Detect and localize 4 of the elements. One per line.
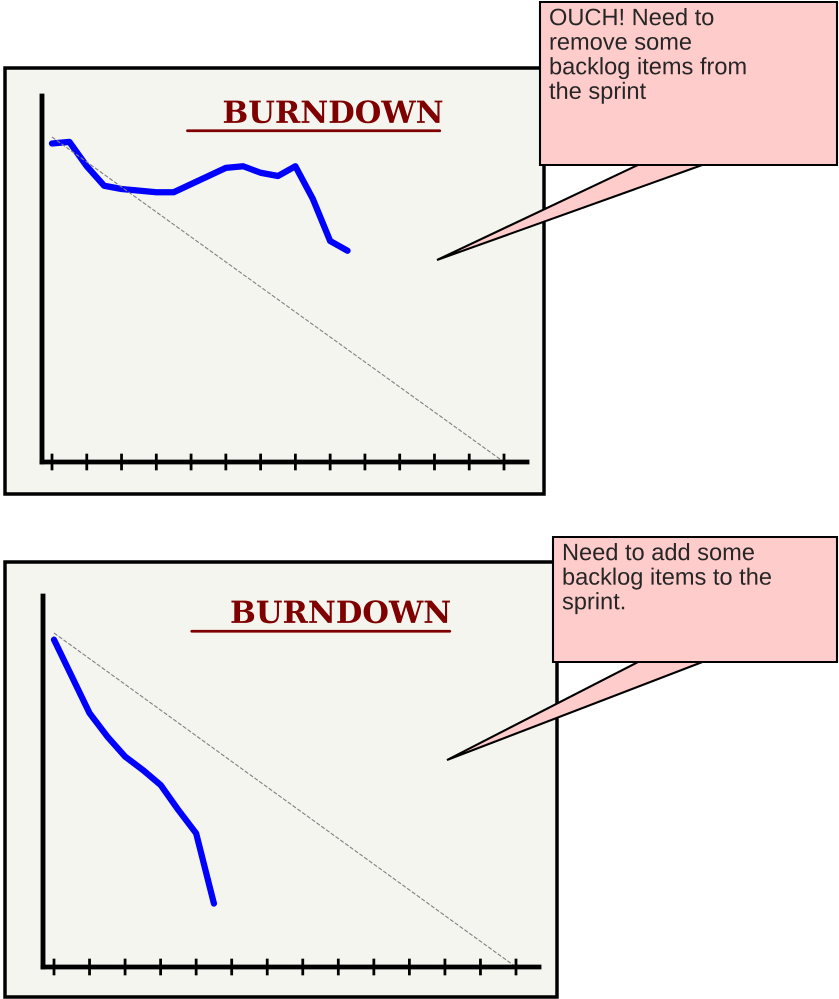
chart-title: BURNDOWN [224, 100, 442, 124]
chart-title: BURNDOWN [231, 600, 450, 624]
text: OUCH! Need to remove some backlog items from the sprint [549, 8, 746, 104]
text: Need to add some backlog items to the sprint. [562, 543, 771, 614]
